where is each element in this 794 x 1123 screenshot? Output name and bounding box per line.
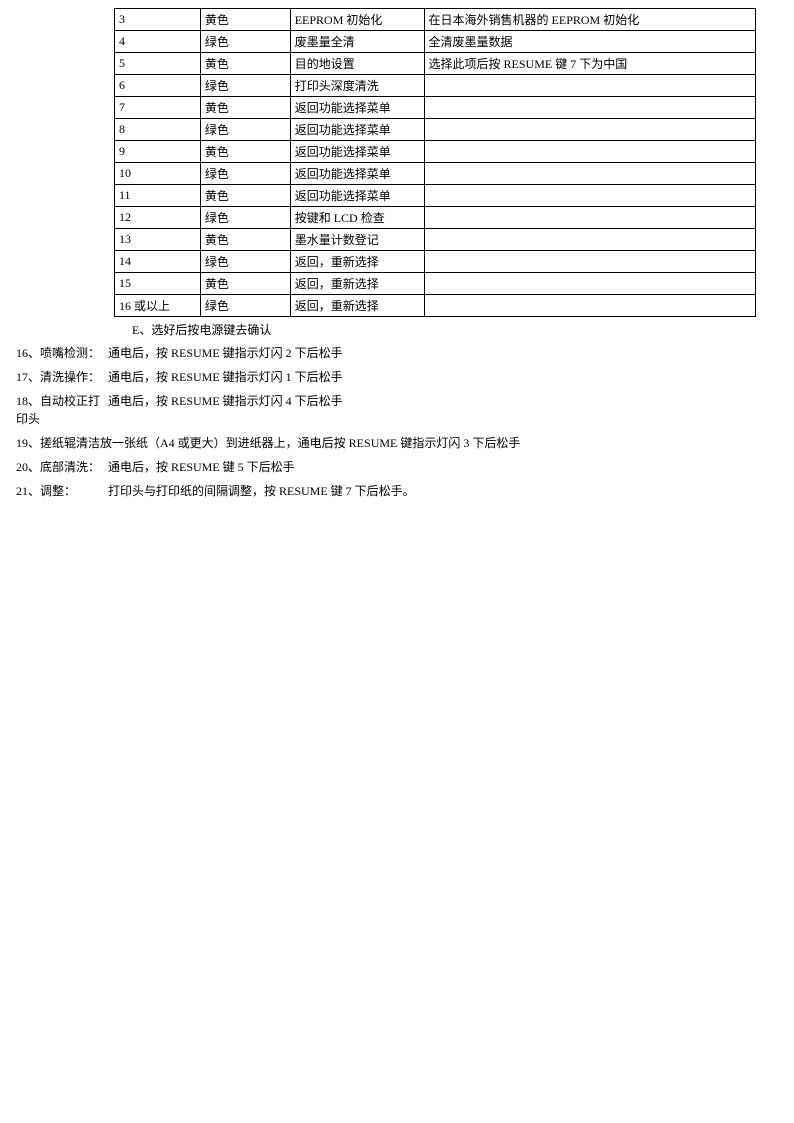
table-cell: 绿色 xyxy=(200,163,290,185)
table-cell: 返回，重新选择 xyxy=(290,251,424,273)
table-cell: 14 xyxy=(115,251,201,273)
instruction-item: 20、底部清洗： 通电后，按 RESUME 键 5 下后松手 xyxy=(16,458,754,476)
table-cell: 绿色 xyxy=(200,251,290,273)
instruction-label: 16、喷嘴检测： xyxy=(16,344,108,362)
table-cell xyxy=(424,141,755,163)
table-cell: 返回，重新选择 xyxy=(290,295,424,317)
table-cell: 4 xyxy=(115,31,201,53)
table-cell: 返回功能选择菜单 xyxy=(290,97,424,119)
table-cell: 15 xyxy=(115,273,201,295)
table-cell: 返回功能选择菜单 xyxy=(290,163,424,185)
table-cell xyxy=(424,185,755,207)
table-cell: 打印头深度清洗 xyxy=(290,75,424,97)
table-cell: 黄色 xyxy=(200,229,290,251)
instruction-label: 20、底部清洗： xyxy=(16,458,108,476)
table-cell xyxy=(424,251,755,273)
table-cell: 绿色 xyxy=(200,31,290,53)
table-cell: 黄色 xyxy=(200,273,290,295)
instruction-item: 17、清洗操作： 通电后，按 RESUME 键指示灯闪 1 下后松手 xyxy=(16,368,754,386)
table-cell: 返回功能选择菜单 xyxy=(290,185,424,207)
table-cell: 黄色 xyxy=(200,141,290,163)
table-cell: 返回功能选择菜单 xyxy=(290,141,424,163)
table-cell: 6 xyxy=(115,75,201,97)
table-cell: 绿色 xyxy=(200,119,290,141)
instruction-text: 放一张纸（A4 或更大）到进纸器上，通电后按 RESUME 键指示灯闪 3 下后… xyxy=(100,434,754,452)
table-row: 13黄色墨水量计数登记 xyxy=(115,229,756,251)
table-cell: 12 xyxy=(115,207,201,229)
table-cell: 黄色 xyxy=(200,185,290,207)
table-cell: 墨水量计数登记 xyxy=(290,229,424,251)
table-cell: 目的地设置 xyxy=(290,53,424,75)
table-cell: 返回功能选择菜单 xyxy=(290,119,424,141)
table-cell: 黄色 xyxy=(200,53,290,75)
table-cell: 返回，重新选择 xyxy=(290,273,424,295)
instruction-label: 19、搓纸辊清洁 xyxy=(16,434,100,452)
table-cell xyxy=(424,97,755,119)
instruction-item: 21、调整： 打印头与打印纸的间隔调整，按 RESUME 键 7 下后松手。 xyxy=(16,482,754,500)
table-cell xyxy=(424,295,755,317)
table-row: 3黄色EEPROM 初始化在日本海外销售机器的 EEPROM 初始化 xyxy=(115,9,756,31)
table-row: 10绿色返回功能选择菜单 xyxy=(115,163,756,185)
table-cell: 9 xyxy=(115,141,201,163)
table-cell: 5 xyxy=(115,53,201,75)
instruction-label: 21、调整： xyxy=(16,482,108,500)
table-cell: 3 xyxy=(115,9,201,31)
table-cell xyxy=(424,119,755,141)
instruction-item: 19、搓纸辊清洁 放一张纸（A4 或更大）到进纸器上，通电后按 RESUME 键… xyxy=(16,434,754,452)
table-cell xyxy=(424,75,755,97)
instruction-text: 通电后，按 RESUME 键指示灯闪 4 下后松手 xyxy=(108,392,754,410)
instruction-label: 17、清洗操作： xyxy=(16,368,108,386)
table-cell: 13 xyxy=(115,229,201,251)
table-row: 16 或以上绿色返回，重新选择 xyxy=(115,295,756,317)
instruction-text: 通电后，按 RESUME 键指示灯闪 1 下后松手 xyxy=(108,368,754,386)
table-cell: 10 xyxy=(115,163,201,185)
table-cell: 绿色 xyxy=(200,207,290,229)
table-row: 11黄色返回功能选择菜单 xyxy=(115,185,756,207)
table-cell xyxy=(424,163,755,185)
table-row: 14绿色返回，重新选择 xyxy=(115,251,756,273)
instruction-label: 18、自动校正打印头 xyxy=(16,392,108,428)
table-row: 7黄色返回功能选择菜单 xyxy=(115,97,756,119)
instruction-list: 16、喷嘴检测： 通电后，按 RESUME 键指示灯闪 2 下后松手 17、清洗… xyxy=(16,344,754,500)
table-cell: 绿色 xyxy=(200,295,290,317)
table-cell: 16 或以上 xyxy=(115,295,201,317)
table-cell: 11 xyxy=(115,185,201,207)
table-cell xyxy=(424,273,755,295)
instruction-text: 通电后，按 RESUME 键指示灯闪 2 下后松手 xyxy=(108,344,754,362)
note-e: E、选好后按电源键去确认 xyxy=(132,321,754,338)
table-row: 4绿色废墨量全清全清废墨量数据 xyxy=(115,31,756,53)
table-cell: 选择此项后按 RESUME 键 7 下为中国 xyxy=(424,53,755,75)
table-row: 12绿色按键和 LCD 检查 xyxy=(115,207,756,229)
table-cell xyxy=(424,207,755,229)
table-cell: 绿色 xyxy=(200,75,290,97)
instruction-item: 18、自动校正打印头 通电后，按 RESUME 键指示灯闪 4 下后松手 xyxy=(16,392,754,428)
table-cell: 废墨量全清 xyxy=(290,31,424,53)
table-cell: 7 xyxy=(115,97,201,119)
table-cell: 黄色 xyxy=(200,9,290,31)
table-row: 8绿色返回功能选择菜单 xyxy=(115,119,756,141)
table-row: 6绿色打印头深度清洗 xyxy=(115,75,756,97)
table-row: 9黄色返回功能选择菜单 xyxy=(115,141,756,163)
table-cell: 8 xyxy=(115,119,201,141)
table-cell: EEPROM 初始化 xyxy=(290,9,424,31)
table-cell xyxy=(424,229,755,251)
table-cell: 按键和 LCD 检查 xyxy=(290,207,424,229)
table-row: 5黄色目的地设置选择此项后按 RESUME 键 7 下为中国 xyxy=(115,53,756,75)
table-cell: 全清废墨量数据 xyxy=(424,31,755,53)
instruction-text: 打印头与打印纸的间隔调整，按 RESUME 键 7 下后松手。 xyxy=(108,482,754,500)
table-cell: 黄色 xyxy=(200,97,290,119)
table-cell: 在日本海外销售机器的 EEPROM 初始化 xyxy=(424,9,755,31)
instruction-item: 16、喷嘴检测： 通电后，按 RESUME 键指示灯闪 2 下后松手 xyxy=(16,344,754,362)
instruction-text: 通电后，按 RESUME 键 5 下后松手 xyxy=(108,458,754,476)
table-row: 15黄色返回，重新选择 xyxy=(115,273,756,295)
settings-table: 3黄色EEPROM 初始化在日本海外销售机器的 EEPROM 初始化4绿色废墨量… xyxy=(114,8,756,317)
